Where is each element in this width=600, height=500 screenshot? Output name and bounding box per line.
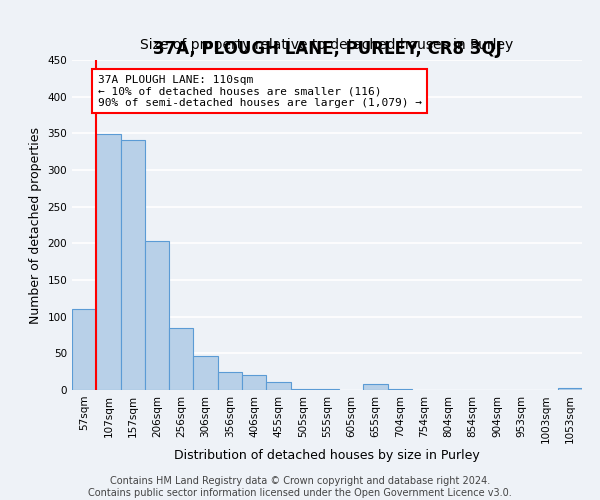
Bar (266, 382, 290, 390)
Text: Size of property relative to detached houses in Purley: Size of property relative to detached ho… (140, 38, 514, 52)
Bar (145, 241, 169, 390)
Bar (169, 328, 193, 390)
Bar (242, 374, 266, 390)
Title: 37A, PLOUGH LANE, PURLEY, CR8 3QJ: 37A, PLOUGH LANE, PURLEY, CR8 3QJ (152, 40, 502, 58)
Bar (72, 310, 96, 390)
Bar (558, 388, 582, 390)
Bar (218, 372, 242, 390)
Bar (96, 134, 121, 390)
Text: Contains HM Land Registry data © Crown copyright and database right 2024.
Contai: Contains HM Land Registry data © Crown c… (88, 476, 512, 498)
Bar (121, 140, 145, 390)
Bar (364, 384, 388, 390)
Y-axis label: Number of detached properties: Number of detached properties (29, 126, 42, 324)
Text: 37A PLOUGH LANE: 110sqm
← 10% of detached houses are smaller (116)
90% of semi-d: 37A PLOUGH LANE: 110sqm ← 10% of detache… (97, 74, 421, 108)
X-axis label: Distribution of detached houses by size in Purley: Distribution of detached houses by size … (174, 449, 480, 462)
Bar (193, 356, 218, 390)
Bar (290, 388, 315, 390)
